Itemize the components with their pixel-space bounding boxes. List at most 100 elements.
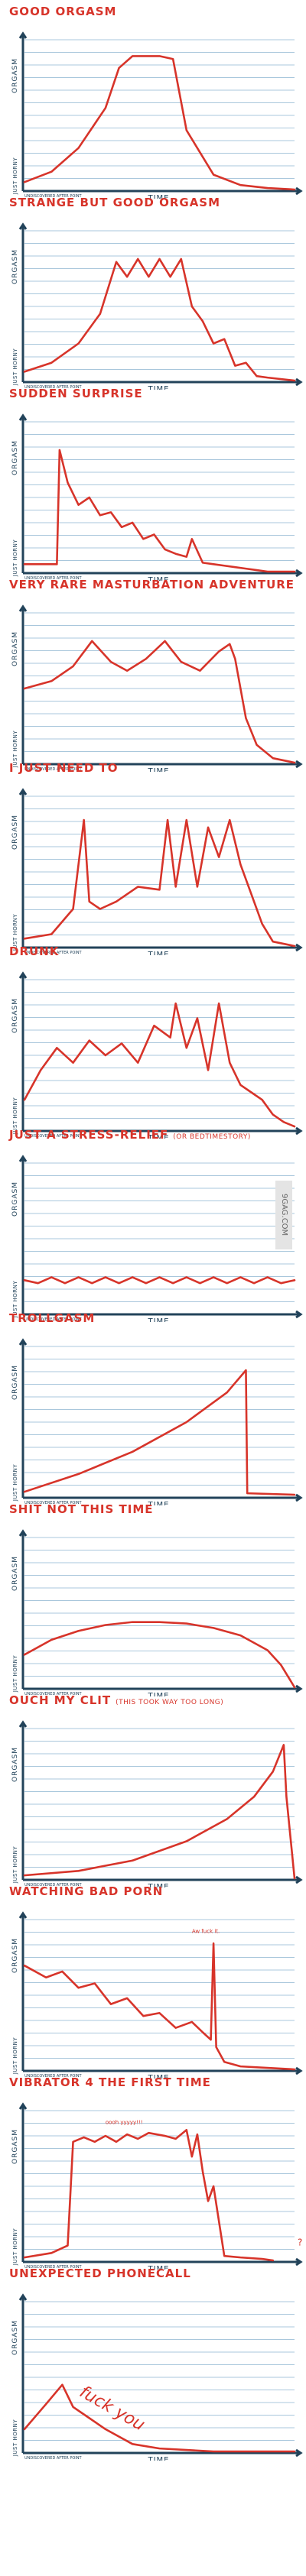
y-axis	[18, 604, 28, 764]
chart-panel: VERY RARE MASTURBATION ADVENTURE ORGASM JU…	[0, 573, 306, 772]
y-axis-low-label: JUST HORNY	[12, 2228, 18, 2267]
corner-label: UNDISCOVERED AFTER POINT	[24, 576, 83, 581]
chart-title: I JUST NEED TO	[9, 761, 119, 775]
chart-svg: ORGASM JUST HORNY TIME UNDISCOVERED AFTER P…	[11, 31, 303, 199]
chart-panel: UNEXPECTED PHONECALL ORGASM JUST HORNY TIME…	[0, 2262, 306, 2576]
chart-title-text: VIBRATOR 4 THE FIRST TIME	[9, 2075, 211, 2089]
series-line	[23, 640, 296, 764]
y-axis-label: ORGASM	[11, 631, 19, 666]
x-axis-label: TIME	[147, 1501, 169, 1505]
chart-title: JUST A STRESS-RELIEF (OR BEDTIMESTORY)	[9, 1128, 251, 1142]
x-axis-label: TIME	[147, 576, 169, 581]
chart-svg: ORGASM JUST HORNY TIME UNDISCOVERED AFTER P…	[11, 1720, 303, 1887]
y-axis-low-label: JUST HORNY	[12, 348, 18, 387]
series-line	[23, 1002, 296, 1128]
x-axis	[23, 2066, 303, 2075]
series-line	[23, 258, 296, 382]
chart-svg: ORGASM JUST HORNY TIME UNDISCOVERED AFTER P…	[11, 604, 303, 772]
chart-title: WATCHING BAD PORN	[9, 1884, 163, 1898]
corner-label: UNDISCOVERED AFTER POINT	[24, 1883, 83, 1887]
chart-subtitle: (OR BEDTIMESTORY)	[173, 1133, 251, 1141]
chart-title-text: SUDDEN SURPRISE	[9, 387, 143, 400]
y-axis	[18, 1155, 28, 1314]
y-axis-label: ORGASM	[11, 1938, 19, 1973]
chart-title: DRUNK	[9, 945, 59, 958]
y-axis-low-label: JUST HORNY	[12, 540, 18, 578]
chart-title-text: STRANGE BUT GOOD ORGASM	[9, 196, 221, 209]
x-axis	[23, 377, 303, 387]
chart-panel: JUST A STRESS-RELIEF (OR BEDTIMESTORY) ORG…	[0, 1123, 306, 1322]
chart-panel: GOOD ORGASM ORGASM JUST HORNY TIME UNDISCOVE…	[0, 0, 306, 199]
chart-svg: ORGASM JUST HORNY TIME UNDISCOVERED AFTER P…	[11, 2102, 303, 2270]
chart-svg: ORGASM JUST HORNY TIME UNDISCOVERED AFTER P…	[11, 971, 303, 1139]
series-line	[23, 2383, 296, 2453]
chart-title-text: TROLLGASM	[9, 1311, 96, 1325]
corner-label: UNDISCOVERED AFTER POINT	[24, 2456, 83, 2461]
chart-svg: ORGASM JUST HORNY TIME UNDISCOVERED AFTER P…	[11, 788, 303, 955]
y-axis-label: ORGASM	[11, 1747, 19, 1782]
y-axis-low-label: JUST HORNY	[12, 1655, 18, 1693]
chart-title-text: I JUST NEED TO	[9, 761, 119, 775]
x-axis-label: TIME	[147, 1134, 169, 1139]
y-axis-label: ORGASM	[11, 2320, 19, 2355]
chart-title: GOOD ORGASM	[9, 5, 116, 18]
y-axis-low-label: JUST HORNY	[12, 731, 18, 769]
corner-label: UNDISCOVERED AFTER POINT	[24, 767, 83, 772]
chart-title-text: UNEXPECTED PHONECALL	[9, 2267, 191, 2280]
y-axis-label: ORGASM	[11, 440, 19, 475]
chart-title-text: GOOD ORGASM	[9, 5, 117, 18]
chart-title-text: WATCHING BAD PORN	[9, 1884, 164, 1898]
y-axis	[18, 1338, 28, 1498]
y-axis-low-label: JUST HORNY	[12, 157, 18, 196]
chart-title-text: VERY RARE MASTURBATION ADVENTURE	[9, 578, 295, 591]
y-axis	[18, 1720, 28, 1880]
chart-title-text: DRUNK	[9, 945, 60, 958]
y-axis-label: ORGASM	[11, 58, 19, 93]
chart-title: SHIT NOT THIS TIME	[9, 1502, 154, 1516]
y-axis	[18, 2102, 28, 2262]
y-axis	[18, 222, 28, 382]
y-axis-label: ORGASM	[11, 2129, 19, 2164]
chart-panel: SUDDEN SURPRISE ORGASM JUST HORNY TIME UNDIS…	[0, 382, 306, 581]
series-line	[23, 1276, 296, 1285]
chart-panel: OUCH MY CLIT (THIS TOOK WAY TOO LONG) ORGA…	[0, 1689, 306, 1887]
x-axis-label: TIME	[147, 2074, 169, 2079]
y-axis-label: ORGASM	[11, 815, 19, 850]
x-axis	[23, 569, 303, 578]
chart-panel: DRUNK ORGASM JUST HORNY TIME UNDISCOVERED AF…	[0, 940, 306, 1139]
x-axis-label: TIME	[147, 767, 169, 772]
y-axis-low-label: JUST HORNY	[12, 1464, 18, 1502]
y-axis	[18, 413, 28, 573]
y-axis-label: ORGASM	[11, 1181, 19, 1217]
y-axis-low-label: JUST HORNY	[12, 914, 18, 952]
series-line	[23, 55, 296, 191]
x-axis-label: TIME	[147, 1883, 169, 1887]
annotation-text: Aw fuck it.	[192, 1929, 220, 1935]
x-axis-label: TIME	[147, 951, 169, 955]
x-axis	[23, 1310, 303, 1319]
chart-svg: ORGASM JUST HORNY TIME UNDISCOVERED AFTER P…	[11, 413, 303, 581]
x-axis-label: TIME	[147, 1692, 169, 1696]
x-axis-label: TIME	[147, 385, 169, 390]
chart-subtitle: (THIS TOOK WAY TOO LONG)	[116, 1699, 224, 1706]
chart-title-text: JUST A STRESS-RELIEF	[9, 1128, 169, 1142]
watermark: 9GAG.COM	[275, 1181, 292, 1249]
y-axis-low-label: JUST HORNY	[12, 1846, 18, 1884]
x-axis-label: TIME	[147, 2456, 169, 2461]
x-axis	[23, 186, 303, 196]
chart-panel: STRANGE BUT GOOD ORGASM ORGASM JUST HORNY T…	[0, 191, 306, 390]
y-axis	[18, 971, 28, 1131]
y-axis-low-label: JUST HORNY	[12, 2419, 18, 2458]
x-axis	[23, 1684, 303, 1693]
chart-svg: ORGASM JUST HORNY TIME UNDISCOVERED AFTER P…	[11, 222, 303, 390]
chart-panel: I JUST NEED TO ORGASM JUST HORNY TIME UNDISC…	[0, 757, 306, 955]
corner-label: UNDISCOVERED AFTER POINT	[24, 2074, 83, 2079]
chart-panel: TROLLGASM ORGASM JUST HORNY TIME UNDISCOVERE…	[0, 1307, 306, 1505]
chart-svg: ORGASM JUST HORNY TIME UNDISCOVERED AFTER P…	[11, 2293, 303, 2461]
corner-label: UNDISCOVERED AFTER POINT	[24, 194, 83, 199]
chart-title: VERY RARE MASTURBATION ADVENTURE	[9, 578, 295, 591]
corner-label: UNDISCOVERED AFTER POINT	[24, 2265, 83, 2270]
chart-title: SUDDEN SURPRISE	[9, 387, 143, 400]
chart-svg: ORGASM JUST HORNY TIME UNDISCOVERED AFTER P…	[11, 1529, 303, 1696]
y-axis	[18, 2293, 28, 2453]
